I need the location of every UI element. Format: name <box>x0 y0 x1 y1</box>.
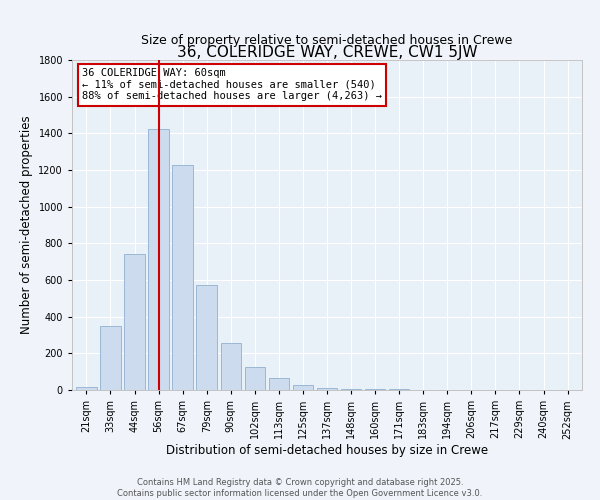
Bar <box>76 387 97 390</box>
Y-axis label: Number of semi-detached properties: Number of semi-detached properties <box>20 116 33 334</box>
Bar <box>221 343 241 390</box>
Bar <box>124 254 145 390</box>
Text: Size of property relative to semi-detached houses in Crewe: Size of property relative to semi-detach… <box>142 34 512 47</box>
Bar <box>341 389 361 390</box>
Bar <box>365 389 385 390</box>
Text: Contains HM Land Registry data © Crown copyright and database right 2025.
Contai: Contains HM Land Registry data © Crown c… <box>118 478 482 498</box>
Text: 36 COLERIDGE WAY: 60sqm
← 11% of semi-detached houses are smaller (540)
88% of s: 36 COLERIDGE WAY: 60sqm ← 11% of semi-de… <box>82 68 382 102</box>
Title: 36, COLERIDGE WAY, CREWE, CW1 5JW: 36, COLERIDGE WAY, CREWE, CW1 5JW <box>176 45 478 60</box>
Bar <box>293 384 313 390</box>
Bar <box>148 128 169 390</box>
Bar <box>100 326 121 390</box>
Bar <box>196 284 217 390</box>
Bar <box>317 388 337 390</box>
Bar <box>245 367 265 390</box>
Bar <box>269 378 289 390</box>
X-axis label: Distribution of semi-detached houses by size in Crewe: Distribution of semi-detached houses by … <box>166 444 488 457</box>
Bar <box>172 166 193 390</box>
